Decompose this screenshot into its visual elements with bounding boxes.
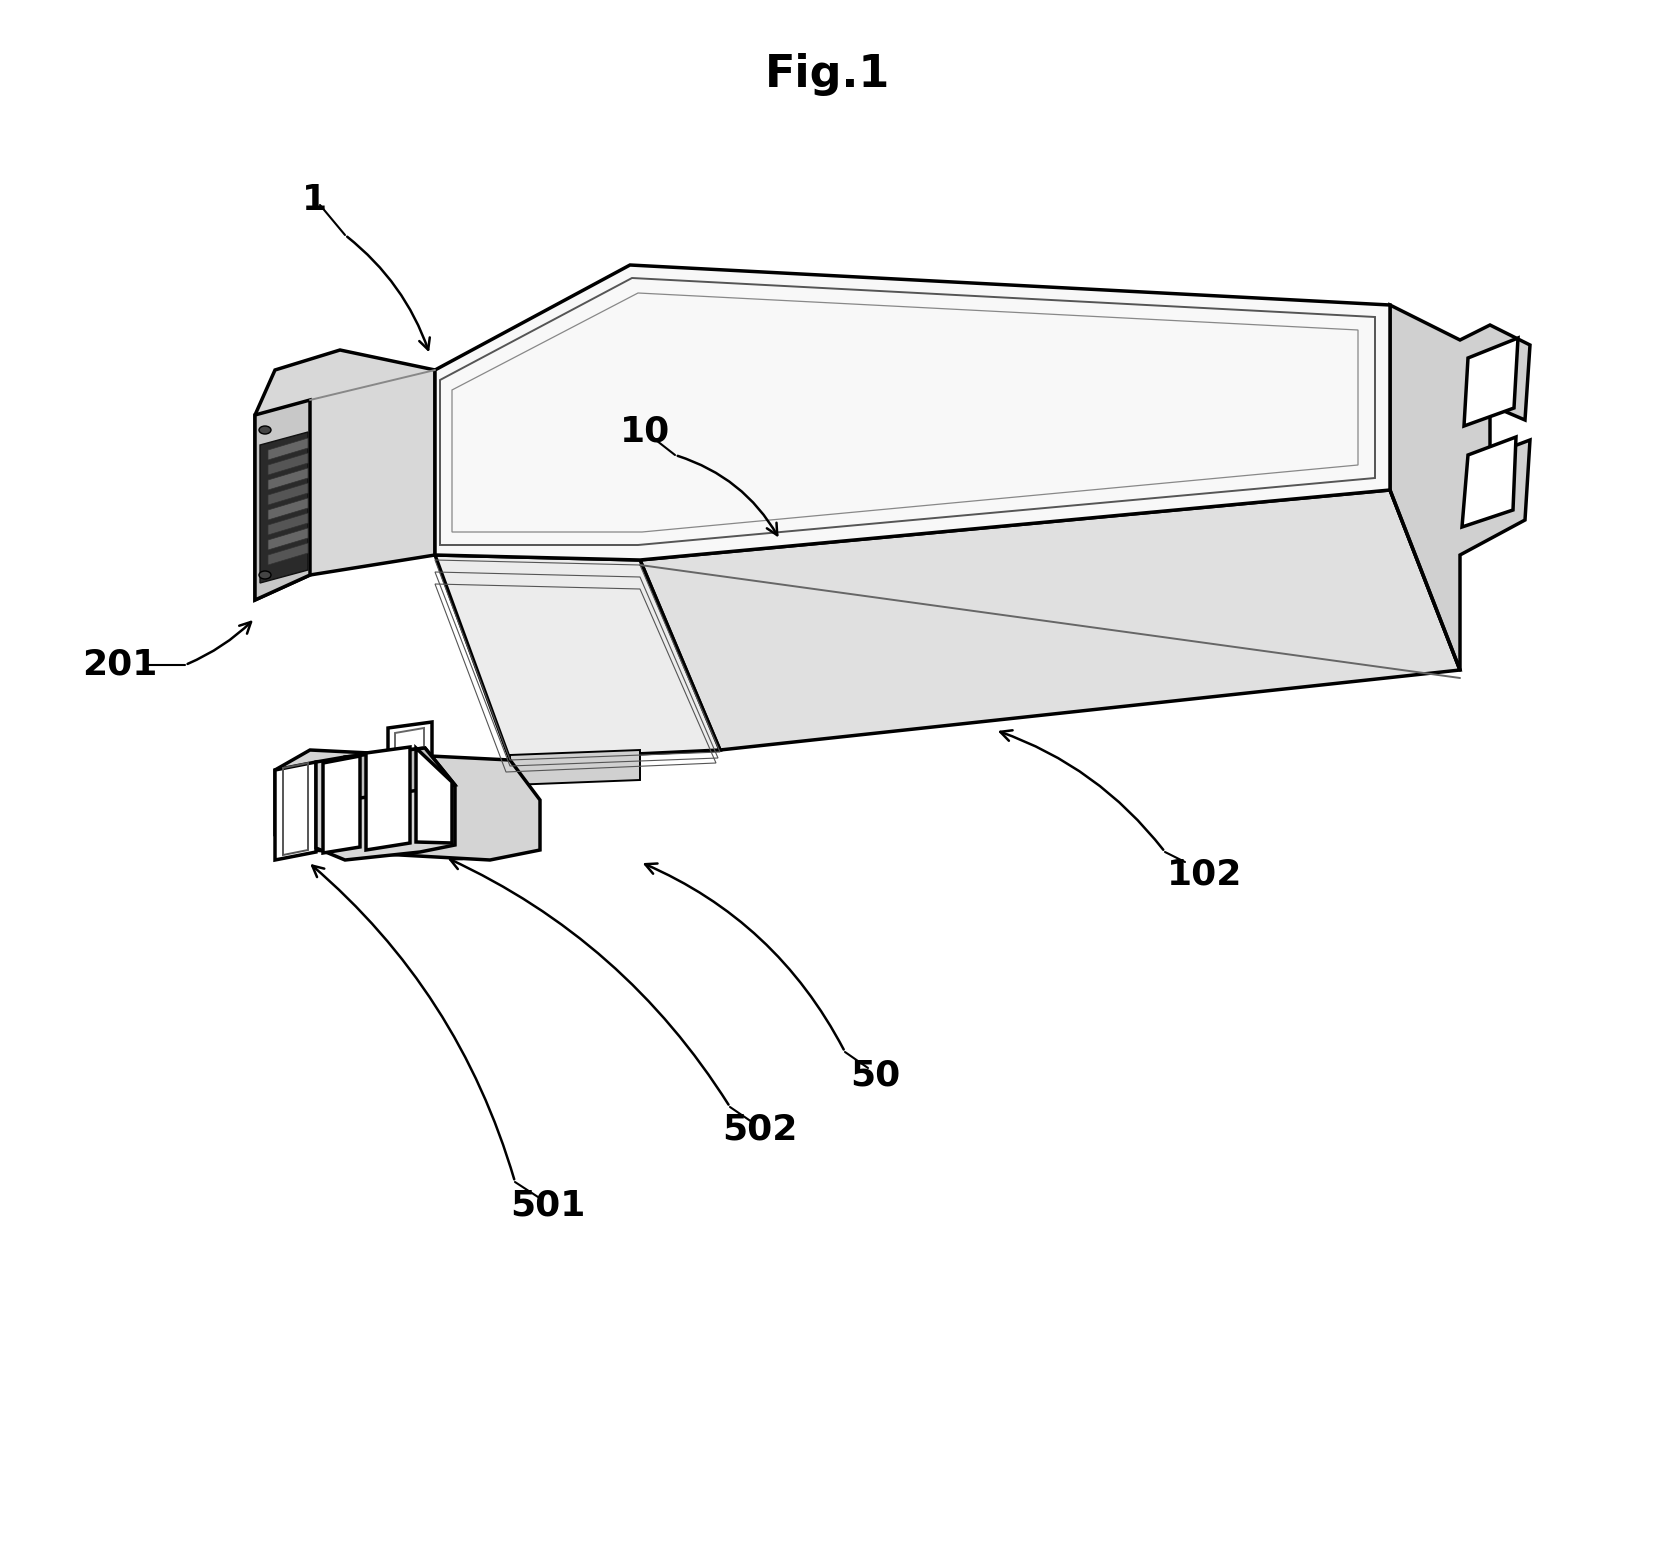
Text: Fig.1: Fig.1 <box>765 53 890 96</box>
FancyArrowPatch shape <box>450 858 728 1105</box>
FancyArrowPatch shape <box>645 863 842 1049</box>
Text: 1: 1 <box>303 183 328 217</box>
Text: 50: 50 <box>849 1058 900 1093</box>
Polygon shape <box>268 453 308 475</box>
Polygon shape <box>268 483 308 504</box>
Text: 502: 502 <box>722 1113 798 1147</box>
Polygon shape <box>435 265 1389 560</box>
Polygon shape <box>1389 306 1529 670</box>
Text: 201: 201 <box>83 649 157 681</box>
Text: 501: 501 <box>510 1187 586 1221</box>
Polygon shape <box>323 756 359 854</box>
FancyArrowPatch shape <box>313 866 515 1180</box>
Polygon shape <box>387 722 432 767</box>
Polygon shape <box>255 351 435 601</box>
Polygon shape <box>268 514 308 535</box>
Polygon shape <box>510 750 639 785</box>
FancyArrowPatch shape <box>677 456 776 535</box>
Text: 10: 10 <box>619 414 670 449</box>
Polygon shape <box>268 469 308 490</box>
Polygon shape <box>275 750 540 860</box>
Polygon shape <box>366 747 410 850</box>
Polygon shape <box>275 762 316 860</box>
Polygon shape <box>639 490 1460 750</box>
FancyArrowPatch shape <box>348 237 430 349</box>
Text: 102: 102 <box>1167 858 1241 892</box>
FancyArrowPatch shape <box>187 622 252 664</box>
Polygon shape <box>268 528 308 549</box>
FancyArrowPatch shape <box>1000 731 1162 850</box>
Polygon shape <box>268 498 308 520</box>
Polygon shape <box>415 748 452 843</box>
Polygon shape <box>1463 338 1518 425</box>
Polygon shape <box>435 556 720 760</box>
Polygon shape <box>316 748 455 860</box>
Polygon shape <box>268 543 308 565</box>
Ellipse shape <box>258 425 271 435</box>
Polygon shape <box>260 431 308 584</box>
Ellipse shape <box>258 571 271 579</box>
Polygon shape <box>268 438 308 459</box>
Polygon shape <box>255 400 309 601</box>
Polygon shape <box>1461 438 1514 528</box>
Polygon shape <box>344 748 455 799</box>
